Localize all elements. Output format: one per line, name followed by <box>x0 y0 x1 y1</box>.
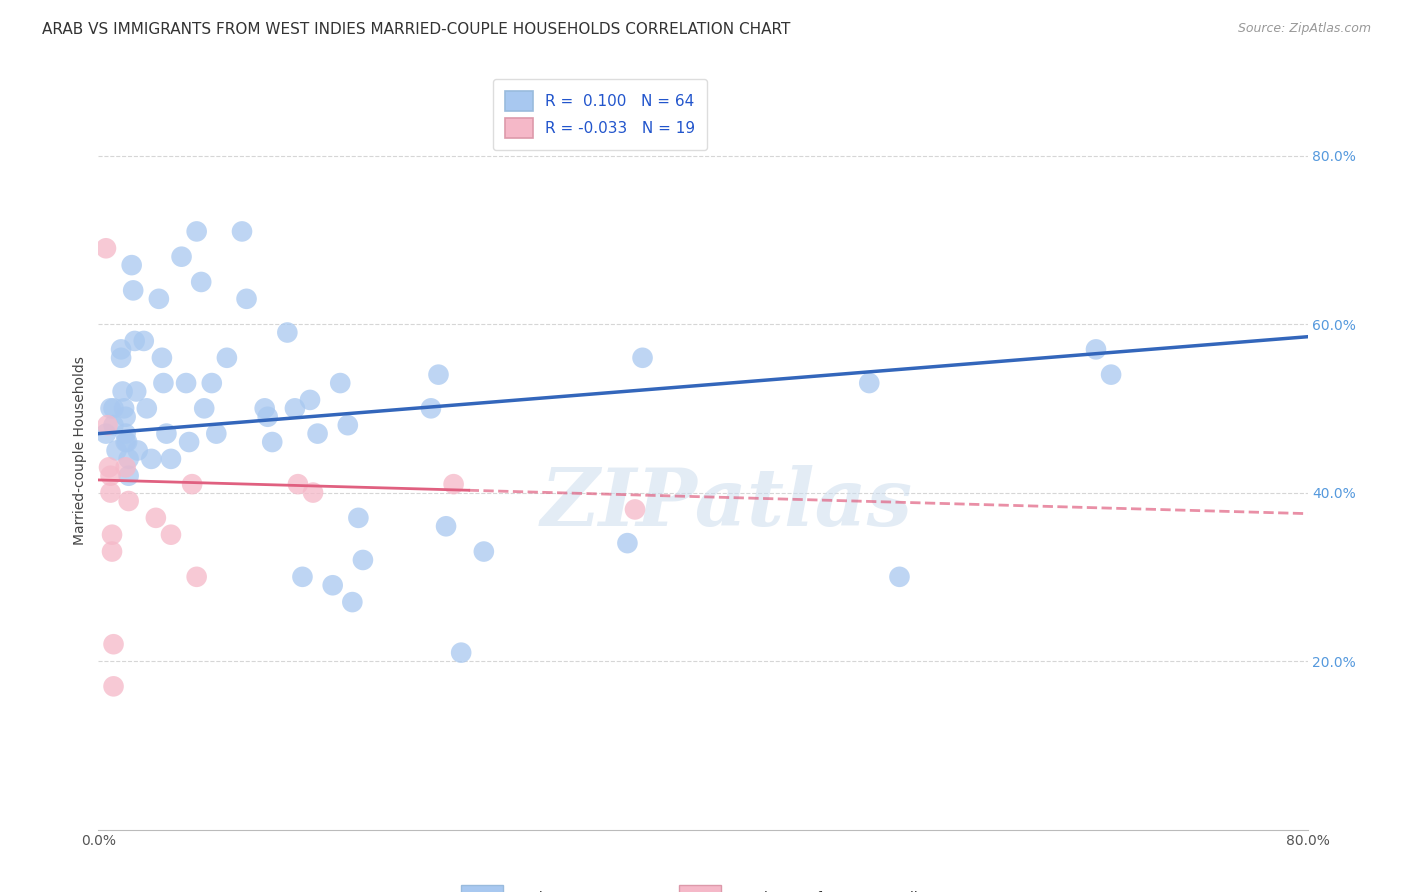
Point <box>262 435 284 450</box>
Point <box>616 536 638 550</box>
Point <box>114 426 136 441</box>
Point <box>124 334 146 348</box>
Point <box>114 460 136 475</box>
Point <box>98 460 121 475</box>
Point <box>352 553 374 567</box>
Point <box>336 418 359 433</box>
Point <box>631 351 654 365</box>
Point <box>122 284 145 298</box>
Point <box>235 292 257 306</box>
Point <box>101 527 124 541</box>
Point <box>302 485 325 500</box>
Point <box>103 401 125 416</box>
Point <box>118 494 141 508</box>
Point <box>1085 343 1108 357</box>
Point <box>110 343 132 357</box>
Point <box>132 334 155 348</box>
Text: Source: ZipAtlas.com: Source: ZipAtlas.com <box>1237 22 1371 36</box>
Point <box>150 351 173 365</box>
Point <box>115 435 138 450</box>
Point <box>276 326 298 340</box>
Point <box>450 646 472 660</box>
Point <box>624 502 647 516</box>
FancyBboxPatch shape <box>461 885 503 892</box>
Point <box>256 409 278 424</box>
Point <box>112 401 135 416</box>
Point <box>105 443 128 458</box>
Point <box>111 384 134 399</box>
Point <box>186 224 208 238</box>
Point <box>121 258 143 272</box>
Point <box>190 275 212 289</box>
Point <box>342 595 364 609</box>
Point <box>114 409 136 424</box>
Point <box>434 519 457 533</box>
Point <box>858 376 880 390</box>
Point <box>427 368 450 382</box>
Text: Arabs: Arabs <box>516 891 555 892</box>
Point <box>170 250 193 264</box>
Point <box>103 418 125 433</box>
Point <box>94 426 117 441</box>
Point <box>152 376 174 390</box>
Point <box>181 477 204 491</box>
Point <box>472 544 495 558</box>
Point <box>160 527 183 541</box>
Point <box>110 351 132 365</box>
Point <box>118 468 141 483</box>
Point <box>443 477 465 491</box>
Point <box>347 511 370 525</box>
Point <box>148 292 170 306</box>
Point <box>96 418 118 433</box>
FancyBboxPatch shape <box>679 885 721 892</box>
Point <box>307 426 329 441</box>
Point <box>253 401 276 416</box>
Point <box>100 485 122 500</box>
Point <box>329 376 352 390</box>
Point <box>141 451 163 466</box>
Point <box>287 477 309 491</box>
Point <box>101 544 124 558</box>
Point <box>103 637 125 651</box>
Point <box>201 376 224 390</box>
Point <box>135 401 157 416</box>
Point <box>284 401 307 416</box>
Point <box>100 401 122 416</box>
Point <box>94 241 117 255</box>
Point <box>103 679 125 693</box>
Point <box>100 468 122 483</box>
Point <box>193 401 215 416</box>
Point <box>118 451 141 466</box>
Point <box>231 224 253 238</box>
Point <box>160 451 183 466</box>
Point <box>420 401 443 416</box>
Point <box>205 426 228 441</box>
Point <box>1099 368 1122 382</box>
Point <box>299 392 322 407</box>
Point <box>145 511 167 525</box>
Point <box>125 384 148 399</box>
Point <box>114 435 136 450</box>
Point <box>215 351 238 365</box>
Y-axis label: Married-couple Households: Married-couple Households <box>73 356 87 545</box>
Point <box>291 570 314 584</box>
Point <box>174 376 197 390</box>
Text: ZIPatlas: ZIPatlas <box>541 465 914 542</box>
Text: ARAB VS IMMIGRANTS FROM WEST INDIES MARRIED-COUPLE HOUSEHOLDS CORRELATION CHART: ARAB VS IMMIGRANTS FROM WEST INDIES MARR… <box>42 22 790 37</box>
Point <box>889 570 911 584</box>
Text: Immigrants from West Indies: Immigrants from West Indies <box>734 891 934 892</box>
Point <box>155 426 177 441</box>
Point <box>179 435 201 450</box>
Point <box>127 443 149 458</box>
Point <box>322 578 344 592</box>
Point <box>186 570 208 584</box>
Legend: R =  0.100   N = 64, R = -0.033   N = 19: R = 0.100 N = 64, R = -0.033 N = 19 <box>494 79 707 151</box>
